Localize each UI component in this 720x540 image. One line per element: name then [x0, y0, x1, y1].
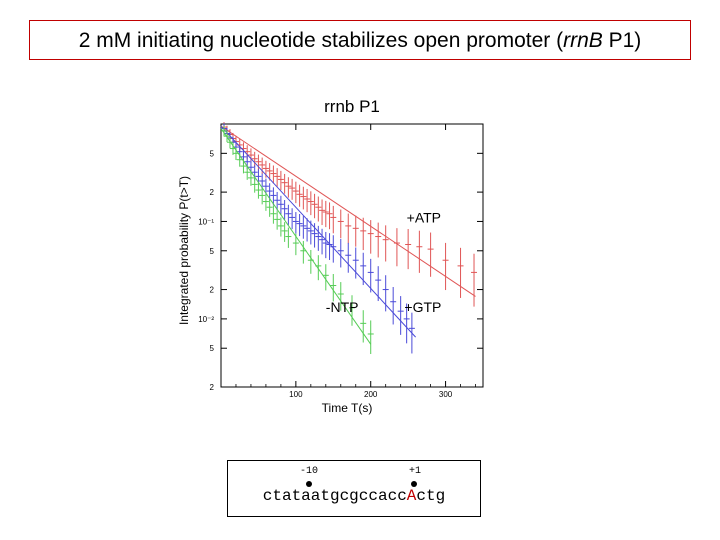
marker-plus1-dot — [411, 481, 417, 487]
sequence-downstream: ctg — [416, 487, 446, 505]
marker-plus1-label: +1 — [409, 466, 422, 477]
x-tick-label: 100 — [289, 390, 303, 399]
series-label-ntp: -NTP — [326, 299, 359, 315]
promoter-sequence-box: -10 +1 ctataatgcgccaccActg — [227, 460, 481, 517]
slide-title: 2 mM initiating nucleotide stabilizes op… — [30, 29, 690, 53]
y-tick-label: 5 — [210, 149, 215, 158]
y-tick-label: 2 — [210, 188, 215, 197]
y-tick-label: 2 — [210, 286, 215, 295]
chart-title: rrnb P1 — [324, 97, 380, 116]
slide-title-box: 2 mM initiating nucleotide stabilizes op… — [29, 20, 691, 60]
series-label-atp: +ATP — [407, 209, 441, 225]
y-tick-label: 10⁻² — [198, 315, 214, 324]
plot-frame — [220, 123, 484, 388]
title-italic: rrnB — [563, 29, 603, 52]
x-tick-label: 200 — [364, 390, 378, 399]
series-label-gtp: +GTP — [404, 299, 441, 315]
x-tick-label: 300 — [439, 390, 453, 399]
sequence-start-nucleotide: A — [406, 487, 417, 505]
y-tick-label: 2 — [210, 383, 215, 392]
y-tick-label: 10⁻¹ — [198, 217, 214, 226]
y-tick-label: 5 — [210, 344, 215, 353]
y-tick-label: 5 — [210, 247, 215, 256]
promoter-sequence: ctataatgcgccaccActg — [228, 487, 480, 505]
marker-minus10-label: -10 — [300, 466, 319, 477]
marker-minus10-dot — [306, 481, 312, 487]
dissociation-chart: rrnb P1 100 200 300 5 2 10⁻¹ 5 2 10⁻² 5 2 Time T(s) I… — [177, 97, 484, 415]
title-pre: 2 mM initiating nucleotide stabilizes op… — [78, 29, 564, 52]
title-post: P1) — [602, 29, 642, 52]
x-axis-label: Time T(s) — [322, 401, 373, 415]
fit-line-atp — [220, 125, 476, 297]
sequence-upstream: ctataatgcgccacc — [262, 487, 407, 505]
y-axis-label: Integrated probability P(t>T) — [177, 176, 191, 325]
